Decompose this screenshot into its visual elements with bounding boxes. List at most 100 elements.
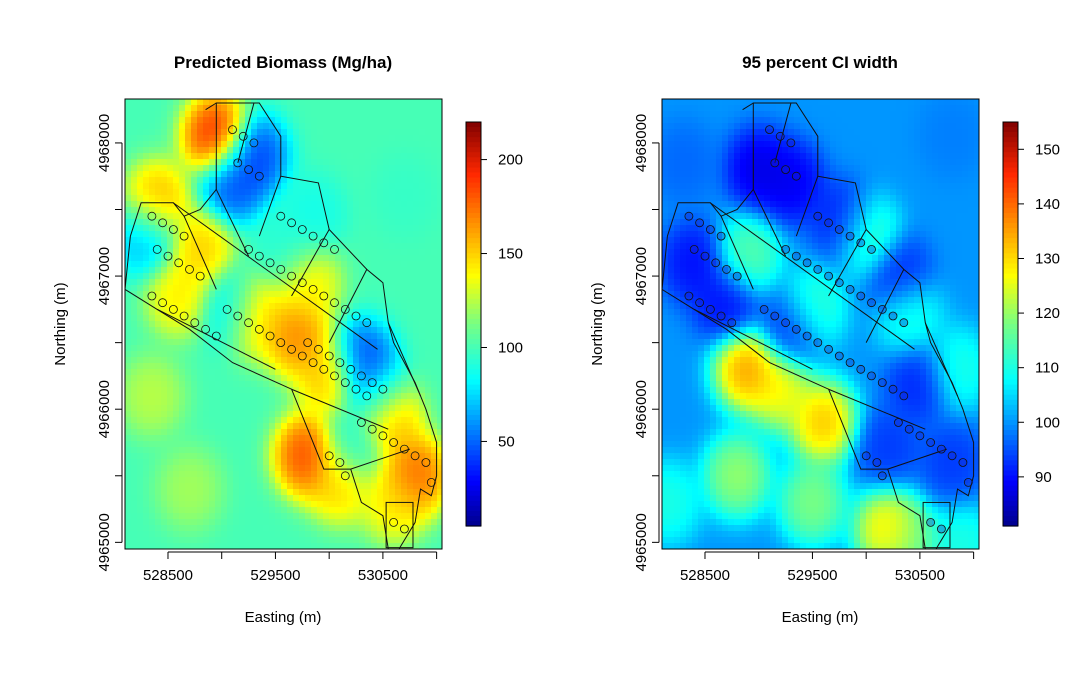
heatmap-cell <box>203 465 210 472</box>
heatmap-cell <box>353 243 360 250</box>
heatmap-cell <box>926 153 933 160</box>
heatmap-cell <box>341 501 348 508</box>
heatmap-cell <box>425 387 432 394</box>
heatmap-cell <box>365 165 372 172</box>
heatmap-cell <box>281 465 288 472</box>
heatmap-cell <box>746 111 753 118</box>
heatmap-cell <box>299 465 306 472</box>
heatmap-cell <box>245 105 252 112</box>
heatmap-cell <box>680 117 687 124</box>
heatmap-cell <box>365 507 372 514</box>
heatmap-cell <box>167 249 174 256</box>
heatmap-cell <box>437 513 443 520</box>
colorbar-swatch <box>466 147 481 153</box>
heatmap-cell <box>197 231 204 238</box>
heatmap-cell <box>305 543 312 550</box>
heatmap-cell <box>293 147 300 154</box>
heatmap-cell <box>377 447 384 454</box>
heatmap-cell <box>221 165 228 172</box>
heatmap-cell <box>215 111 222 118</box>
heatmap-cell <box>227 195 234 202</box>
heatmap-cell <box>371 267 378 274</box>
heatmap-cell <box>437 303 443 310</box>
heatmap-cell <box>431 501 438 508</box>
heatmap-cell <box>407 483 414 490</box>
heatmap-cell <box>728 117 735 124</box>
heatmap-cell <box>221 519 228 526</box>
heatmap-cell <box>173 135 180 142</box>
heatmap-cell <box>686 123 693 130</box>
heatmap-cell <box>908 141 915 148</box>
heatmap-cell <box>161 483 168 490</box>
heatmap-cell <box>335 165 342 172</box>
plot-marker <box>276 211 286 221</box>
heatmap-cell <box>275 105 282 112</box>
heatmap-cell <box>914 159 921 166</box>
heatmap-cell <box>425 495 432 502</box>
heatmap-cell <box>131 147 138 154</box>
heatmap-cell <box>179 141 186 148</box>
heatmap-cell <box>155 315 162 322</box>
heatmap-cell <box>962 177 969 184</box>
heatmap-cell <box>149 333 156 340</box>
heatmap-cell <box>884 129 891 136</box>
heatmap-cell <box>329 141 336 148</box>
heatmap-cell <box>221 357 228 364</box>
heatmap-cell <box>251 339 258 346</box>
heatmap-cell <box>209 111 216 118</box>
heatmap-cell <box>335 369 342 376</box>
heatmap-cell <box>323 237 330 244</box>
heatmap-cell <box>227 321 234 328</box>
heatmap-cell <box>968 99 975 106</box>
heatmap-cell <box>686 189 693 196</box>
heatmap-cell <box>179 225 186 232</box>
heatmap-cell <box>257 441 264 448</box>
heatmap-cell <box>854 123 861 130</box>
heatmap-cell <box>245 507 252 514</box>
heatmap-cell <box>395 531 402 538</box>
heatmap-cell <box>137 447 144 454</box>
heatmap-cell <box>149 387 156 394</box>
heatmap-cell <box>173 237 180 244</box>
heatmap-cell <box>407 129 414 136</box>
heatmap-cell <box>263 537 270 544</box>
heatmap-cell <box>407 189 414 196</box>
heatmap-cell <box>335 105 342 112</box>
plot-marker <box>168 304 178 314</box>
heatmap-cell <box>185 141 192 148</box>
heatmap-cell <box>299 225 306 232</box>
x-axis-1: 528500 529500 530500 <box>143 551 438 584</box>
heatmap-cell <box>149 339 156 346</box>
heatmap-cell <box>956 117 963 124</box>
heatmap-cell <box>143 519 150 526</box>
heatmap-cell <box>161 399 168 406</box>
heatmap-cell <box>275 309 282 316</box>
heatmap-cell <box>269 387 276 394</box>
heatmap-cell <box>341 225 348 232</box>
heatmap-cell <box>293 519 300 526</box>
chart-title-2: 95 percent CI width <box>742 53 898 72</box>
heatmap-cell <box>233 393 240 400</box>
heatmap-cell <box>389 339 396 346</box>
heatmap-cell <box>407 171 414 178</box>
heatmap-cell <box>239 135 246 142</box>
heatmap-cell <box>830 171 837 178</box>
heatmap-cell <box>389 225 396 232</box>
heatmap-cell <box>395 471 402 478</box>
heatmap-cell <box>143 393 150 400</box>
heatmap-cell <box>686 147 693 154</box>
heatmap-cell <box>215 441 222 448</box>
heatmap-cell <box>149 393 156 400</box>
heatmap-cell <box>233 135 240 142</box>
heatmap-cell <box>383 339 390 346</box>
heatmap-cell <box>125 237 132 244</box>
heatmap-cell <box>347 231 354 238</box>
heatmap-cell <box>353 531 360 538</box>
heatmap-cell <box>185 405 192 412</box>
heatmap-cell <box>908 99 915 106</box>
plot-marker <box>351 311 361 321</box>
heatmap-cell <box>920 105 927 112</box>
heatmap-cell <box>752 111 759 118</box>
heatmap-cell <box>143 429 150 436</box>
heatmap-cell <box>191 477 198 484</box>
